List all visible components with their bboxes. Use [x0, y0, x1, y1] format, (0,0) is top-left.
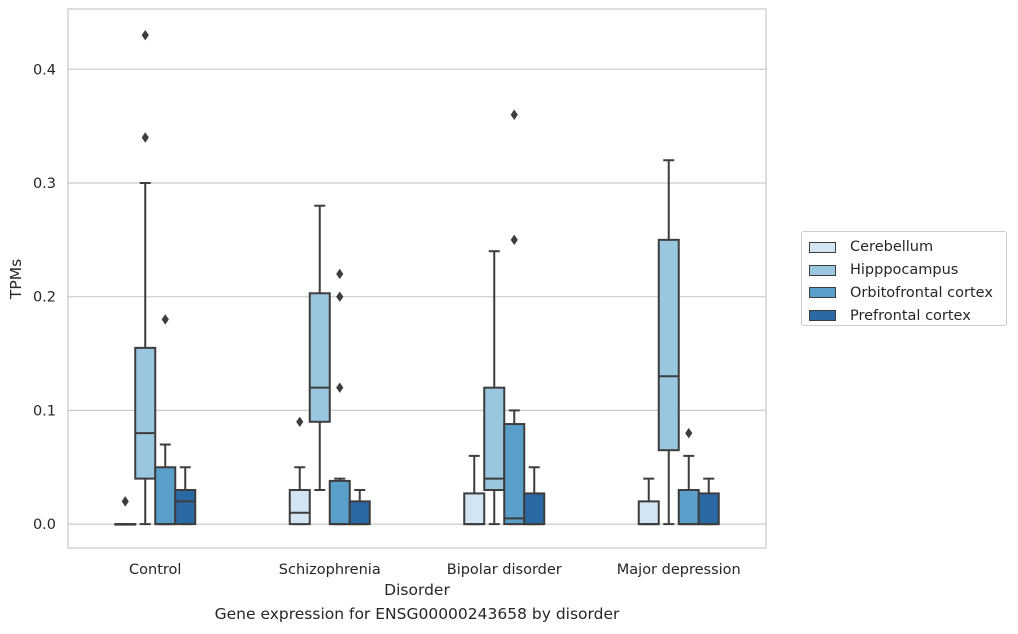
outlier-point [336, 382, 344, 393]
box-body [288, 489, 311, 526]
outlier-point [510, 234, 518, 246]
box-body [637, 500, 660, 526]
box-prefrontal-cortex [174, 466, 197, 526]
legend: Cerebellum Hipppocampus Orbitofrontal co… [801, 231, 1007, 326]
box-hipppocampus [308, 204, 331, 492]
box-prefrontal-cortex [697, 477, 720, 526]
box-body [174, 489, 197, 526]
y-axis-label: TPMs [7, 259, 25, 300]
box-prefrontal-cortex [348, 489, 371, 526]
box-cerebellum [114, 496, 137, 526]
box-body [523, 492, 546, 526]
box-body [483, 386, 506, 492]
box-orbitofrontal-cortex [503, 109, 526, 526]
box-cerebellum [288, 416, 311, 526]
box-body [134, 346, 157, 480]
y-tick-label: 0.2 [33, 290, 56, 306]
legend-swatch-hippocampus [809, 264, 836, 276]
x-tick-label: Control [129, 562, 181, 578]
y-tick-labels: 0.0 0.1 0.2 0.3 0.4 [33, 62, 56, 533]
x-tick-label: Major depression [617, 562, 741, 578]
box-body [308, 292, 331, 423]
legend-swatch-prefrontal-cortex [809, 310, 836, 322]
outlier-point [141, 132, 149, 143]
box-prefrontal-cortex [523, 466, 546, 526]
box-hipppocampus [657, 159, 680, 526]
box-body [328, 479, 351, 526]
legend-label-cerebellum: Cerebellum [850, 239, 934, 256]
legend-label-hippocampus: Hipppocampus [850, 262, 959, 279]
box-hipppocampus [134, 29, 157, 526]
boxes [114, 29, 720, 526]
box-orbitofrontal-cortex [154, 314, 177, 526]
box-body [657, 238, 680, 452]
outlier-point [121, 496, 129, 507]
box-body [697, 492, 720, 526]
outlier-point [336, 268, 344, 280]
y-tick-label: 0.3 [33, 176, 56, 192]
outlier-point [141, 29, 149, 41]
outlier-point [296, 416, 304, 427]
x-tick-label: Schizophrenia [279, 562, 381, 578]
y-tick-label: 0.1 [33, 403, 56, 419]
box-cerebellum [637, 477, 660, 526]
box-body [463, 492, 486, 526]
box-orbitofrontal-cortex [328, 268, 351, 526]
plot-frame [67, 8, 767, 549]
legend-item-prefrontal-cortex: Prefrontal cortex [809, 304, 1006, 327]
outlier-point [685, 427, 693, 439]
legend-item-hippocampus: Hipppocampus [809, 259, 1006, 282]
x-tick-labels: Control Schizophrenia Bipolar disorder Majo… [129, 562, 741, 578]
box-hipppocampus [483, 250, 506, 526]
box-body [503, 423, 526, 526]
box-body [348, 500, 371, 526]
legend-swatch-orbitofrontal-cortex [809, 287, 836, 299]
box-body [154, 466, 177, 526]
x-axis-label: Disorder [384, 581, 450, 599]
y-tick-label: 0.4 [33, 62, 56, 78]
x-tick-label: Bipolar disorder [447, 562, 562, 578]
legend-label-orbitofrontal-cortex: Orbitofrontal cortex [850, 284, 993, 301]
outlier-point [510, 109, 518, 120]
legend-item-orbitofrontal-cortex: Orbitofrontal cortex [809, 282, 1006, 305]
box-cerebellum [463, 454, 486, 526]
box-body [677, 489, 700, 526]
legend-swatch-cerebellum [809, 241, 836, 253]
legend-item-cerebellum: Cerebellum [809, 236, 1006, 259]
outlier-point [336, 291, 344, 302]
legend-label-prefrontal-cortex: Prefrontal cortex [850, 307, 971, 324]
figure-caption: Gene expression for ENSG00000243658 by d… [214, 605, 620, 623]
box-orbitofrontal-cortex [677, 427, 700, 526]
outlier-point [161, 314, 169, 325]
y-tick-label: 0.0 [33, 517, 56, 533]
